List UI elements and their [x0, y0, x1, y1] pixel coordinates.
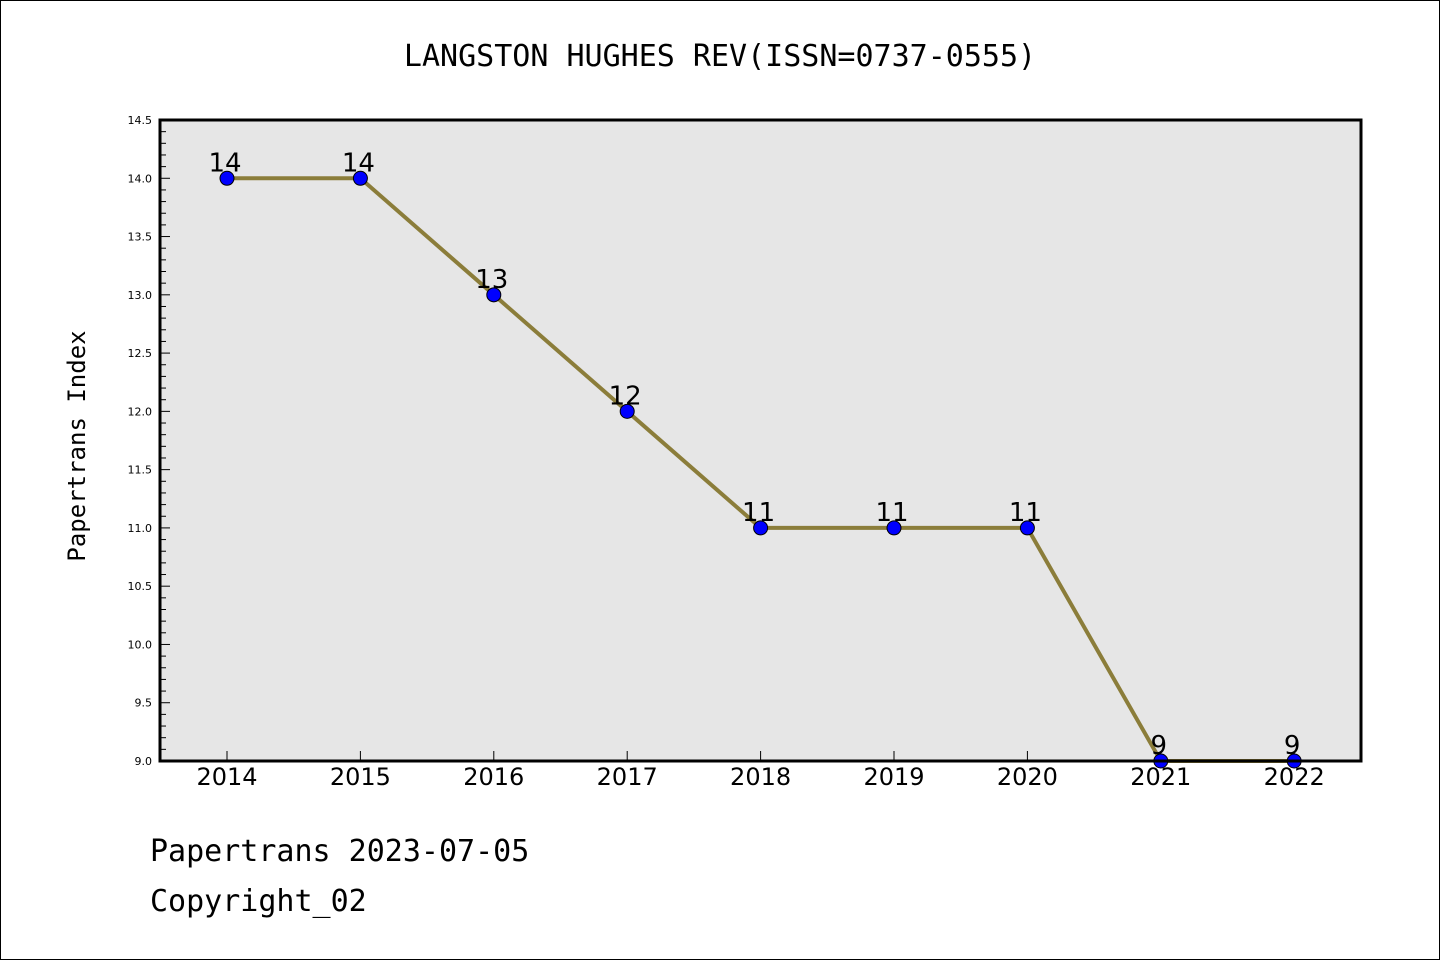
y-tick-label: 13.5: [128, 231, 153, 244]
x-tick-label: 2014: [196, 763, 257, 791]
y-tick-label: 12.0: [128, 405, 153, 418]
x-tick-label: 2020: [997, 763, 1058, 791]
x-tick-label: 2018: [730, 763, 791, 791]
x-axis-ticks: 2014 2015 2016 2017 2018 2019 2020 2021 2022: [196, 751, 1325, 791]
y-tick-label: 11.5: [128, 464, 153, 477]
x-tick-label: 2017: [597, 763, 658, 791]
x-tick-label: 2019: [863, 763, 924, 791]
footer-copyright: Copyright_02: [150, 884, 367, 919]
y-tick-label: 9.5: [135, 697, 153, 710]
y-tick-label: 11.0: [128, 522, 153, 535]
y-axis-label: Papertrans Index: [63, 330, 91, 561]
data-label: 14: [342, 148, 375, 178]
data-point: [352, 170, 368, 186]
y-tick-label: 13.0: [128, 289, 153, 302]
data-label: 9: [1151, 731, 1168, 761]
x-tick-label: 2015: [330, 763, 391, 791]
data-point: [219, 170, 235, 186]
y-tick-label: 14.0: [128, 172, 153, 185]
y-axis-ticks: 9.0 9.5 10.0 10.5 11.0 11.5 12.0 12.5 13.0 13.5 14…: [128, 114, 170, 768]
data-point: [753, 520, 769, 536]
y-tick-label: 14.5: [128, 114, 153, 127]
plot-border: [158, 118, 1363, 763]
data-point: [886, 520, 902, 536]
y-tick-label: 10.0: [128, 638, 153, 651]
data-label: 12: [609, 381, 642, 411]
data-label: 14: [208, 148, 241, 178]
data-label: 9: [1284, 731, 1301, 761]
data-point: [1019, 520, 1035, 536]
y-tick-label: 12.5: [128, 347, 153, 360]
x-tick-label: 2016: [463, 763, 524, 791]
data-point: [486, 287, 502, 303]
data-label: 11: [875, 498, 908, 528]
data-point: [619, 403, 635, 419]
series-layer: 14 14 13 12 11 11 11 9 9: [208, 148, 1302, 769]
data-label: 11: [742, 498, 775, 528]
plot-area: [160, 120, 1361, 761]
y-tick-label: 10.5: [128, 580, 153, 593]
y-tick-label: 9.0: [135, 755, 153, 768]
footer-date: Papertrans 2023-07-05: [150, 834, 530, 869]
data-label: 13: [475, 265, 508, 295]
chart-title: LANGSTON HUGHES REV(ISSN=0737-0555): [404, 39, 1036, 74]
data-label: 11: [1009, 498, 1042, 528]
